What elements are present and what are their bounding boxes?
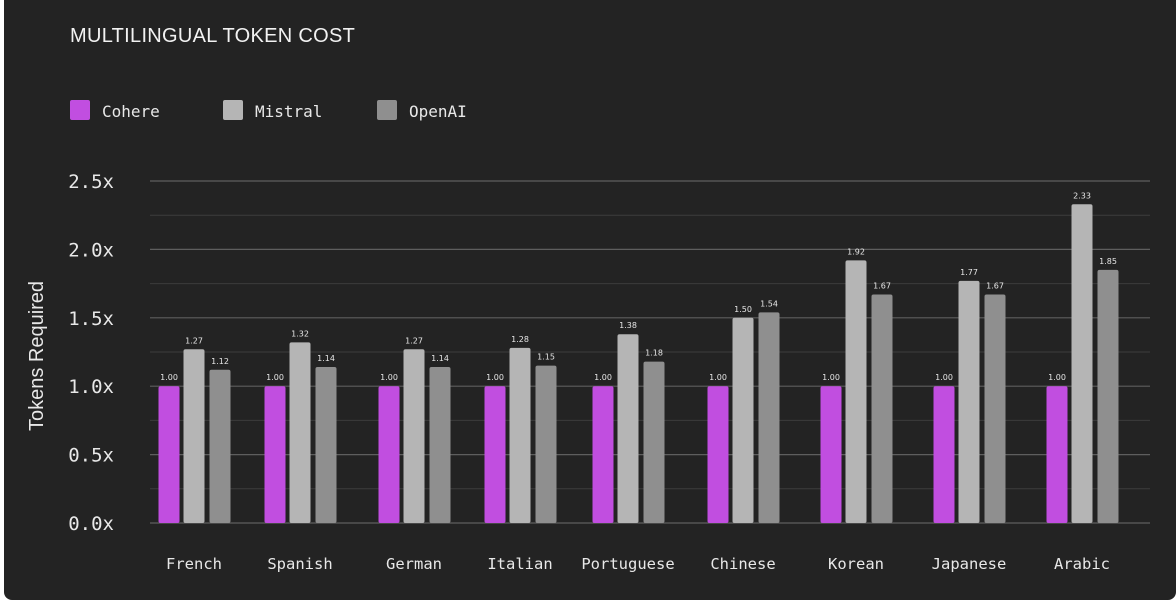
x-tick-label: Portuguese <box>581 555 674 573</box>
bar-mistral <box>183 349 205 523</box>
bar-value-label: 1.27 <box>185 336 203 345</box>
bar-value-label: 1.85 <box>1099 257 1117 266</box>
bar-openai <box>1097 269 1119 523</box>
bar-openai <box>535 365 557 523</box>
bar-value-label: 1.67 <box>986 282 1004 291</box>
x-axis-ticks: French Spanish German Italian Portuguese Chin… <box>166 555 1110 573</box>
bar-value-label: 1.27 <box>405 336 423 345</box>
bar-cohere <box>933 386 955 523</box>
bar-openai <box>758 312 780 523</box>
bar-cohere <box>707 386 729 523</box>
bar-value-label: 1.00 <box>380 373 398 382</box>
bar-openai <box>429 367 451 523</box>
y-tick-label: 2.0x <box>68 239 114 261</box>
y-tick-label: 0.0x <box>68 513 114 535</box>
bar-value-label: 1.67 <box>873 282 891 291</box>
bar-cohere <box>592 386 614 523</box>
y-tick-label: 1.0x <box>68 376 114 398</box>
bar-value-label: 1.92 <box>847 247 865 256</box>
bar-value-label: 1.18 <box>645 349 663 358</box>
bar-value-label: 2.33 <box>1073 191 1091 200</box>
bar-value-label: 1.12 <box>211 357 229 366</box>
x-tick-label: Korean <box>828 555 884 573</box>
bar-openai <box>643 361 665 523</box>
bar-value-label: 1.50 <box>734 305 752 314</box>
bar-mistral <box>845 260 867 523</box>
legend-label: OpenAI <box>409 102 467 121</box>
bar-value-label: 1.15 <box>537 353 555 362</box>
bar-value-label: 1.00 <box>935 373 953 382</box>
bar-cohere <box>820 386 842 523</box>
legend-swatch <box>70 100 90 120</box>
bar-value-label: 1.00 <box>486 373 504 382</box>
bar-openai <box>984 294 1006 523</box>
bar-cohere <box>378 386 400 523</box>
legend-swatch <box>223 100 243 120</box>
bar-cohere <box>484 386 506 523</box>
y-tick-label: 1.5x <box>68 308 114 330</box>
bars: 1.00 1.27 1.12 1.00 1.32 1.14 1.00 1.27 1.14 1.00… <box>158 191 1119 524</box>
legend-label: Cohere <box>102 102 160 121</box>
bar-value-label: 1.14 <box>317 354 335 363</box>
bar-mistral <box>958 280 980 523</box>
x-tick-label: Chinese <box>710 555 775 573</box>
x-tick-label: French <box>166 555 222 573</box>
legend-label: Mistral <box>255 102 322 121</box>
bar-value-label: 1.00 <box>822 373 840 382</box>
bar-openai <box>871 294 893 523</box>
bar-value-label: 1.28 <box>511 335 529 344</box>
bar-mistral <box>732 317 754 523</box>
bar-value-label: 1.00 <box>266 373 284 382</box>
bar-mistral <box>403 349 425 523</box>
bar-value-label: 1.77 <box>960 268 978 277</box>
bar-openai <box>315 367 337 523</box>
bar-value-label: 1.32 <box>291 329 309 338</box>
bar-value-label: 1.00 <box>594 373 612 382</box>
y-tick-label: 0.5x <box>68 445 114 467</box>
bar-cohere <box>158 386 180 523</box>
x-tick-label: Arabic <box>1054 555 1110 573</box>
x-tick-label: German <box>386 555 442 573</box>
legend: Cohere Mistral OpenAI <box>70 100 467 121</box>
bar-cohere <box>264 386 286 523</box>
bar-openai <box>209 369 231 523</box>
legend-swatch <box>377 100 397 120</box>
bar-value-label: 1.00 <box>1048 373 1066 382</box>
y-axis-label: Tokens Required <box>26 281 48 431</box>
bar-value-label: 1.00 <box>709 373 727 382</box>
bar-mistral <box>617 334 639 523</box>
bar-value-label: 1.00 <box>160 373 178 382</box>
x-tick-label: Spanish <box>267 555 332 573</box>
bar-value-label: 1.54 <box>760 299 778 308</box>
y-tick-label: 2.5x <box>68 171 114 193</box>
x-tick-label: Italian <box>487 555 552 573</box>
x-tick-label: Japanese <box>932 555 1007 573</box>
bar-mistral <box>289 342 311 523</box>
bar-value-label: 1.38 <box>619 321 637 330</box>
bar-cohere <box>1046 386 1068 523</box>
chart-title: MULTILINGUAL TOKEN COST <box>70 25 355 47</box>
bar-mistral <box>509 347 531 523</box>
bar-value-label: 1.14 <box>431 354 449 363</box>
y-axis-ticks: 0.0x 0.5x 1.0x 1.5x 2.0x 2.5x <box>68 171 114 535</box>
bar-mistral <box>1071 204 1093 524</box>
